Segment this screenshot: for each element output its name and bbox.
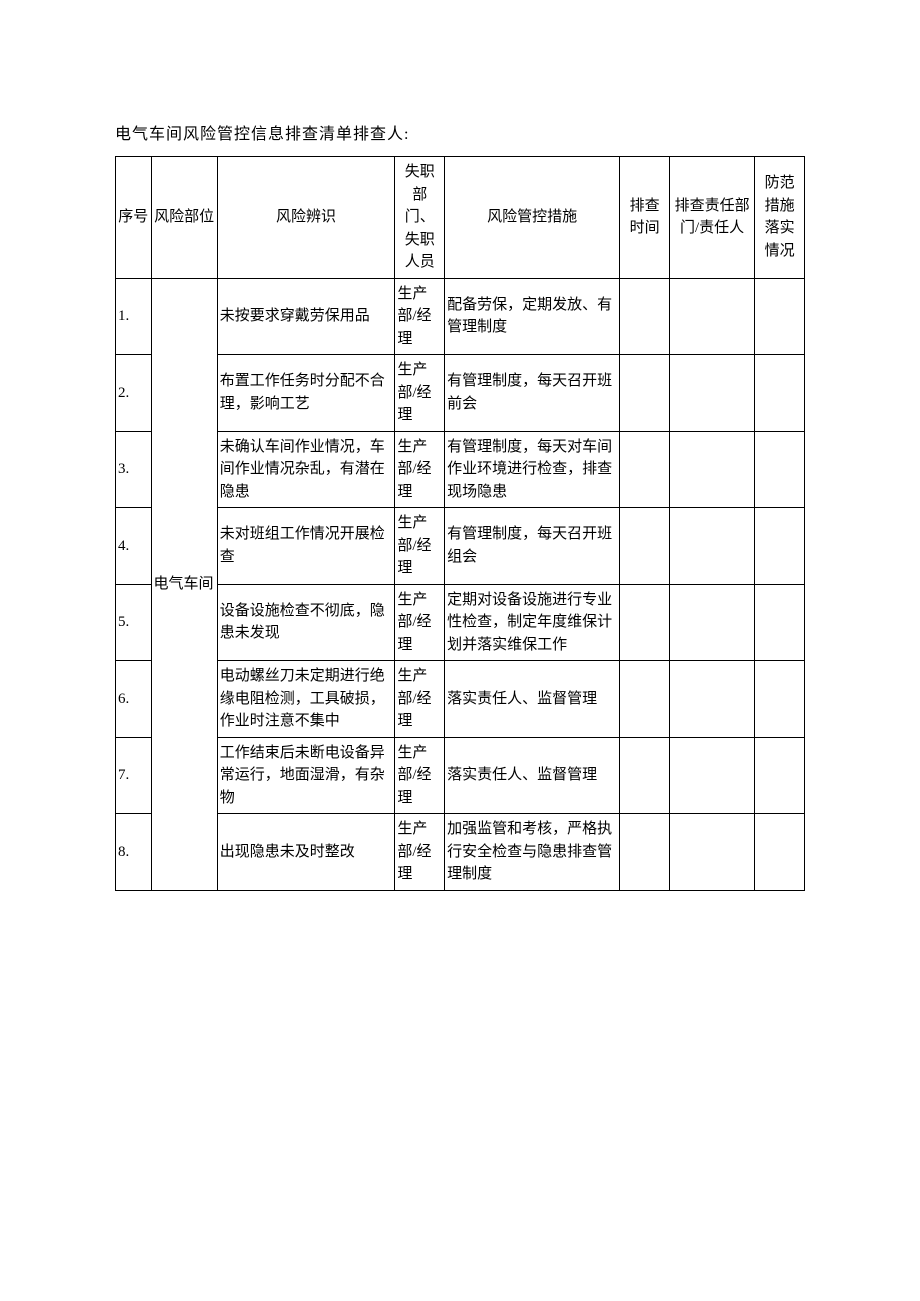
cell-status xyxy=(755,737,805,814)
cell-status xyxy=(755,814,805,891)
cell-resp xyxy=(669,814,754,891)
table-body: 1. 电气车间 未按要求穿戴劳保用品 生产部/经理 配备劳保，定期发放、有管理制… xyxy=(116,278,805,890)
cell-resp xyxy=(669,355,754,432)
header-measure: 风险管控措施 xyxy=(445,157,620,279)
table-header-row: 序号 风险部位 风险辨识 失职部门、失职人员 风险管控措施 排查时间 排查责任部… xyxy=(116,157,805,279)
header-status: 防范措施落实情况 xyxy=(755,157,805,279)
table-row: 1. 电气车间 未按要求穿戴劳保用品 生产部/经理 配备劳保，定期发放、有管理制… xyxy=(116,278,805,355)
cell-seq: 7. xyxy=(116,737,152,814)
cell-risk: 未对班组工作情况开展检查 xyxy=(217,508,395,585)
cell-status xyxy=(755,278,805,355)
cell-resp xyxy=(669,278,754,355)
table-row: 6. 电动螺丝刀未定期进行绝缘电阻检测，工具破损，作业时注意不集中 生产部/经理… xyxy=(116,661,805,738)
cell-dept: 生产部/经理 xyxy=(395,431,445,508)
table-row: 3. 未确认车间作业情况，车间作业情况杂乱，有潜在隐患 生产部/经理 有管理制度… xyxy=(116,431,805,508)
cell-measure: 加强监管和考核，严格执行安全检查与隐患排查管理制度 xyxy=(445,814,620,891)
cell-time xyxy=(620,278,670,355)
table-row: 8. 出现隐患未及时整改 生产部/经理 加强监管和考核，严格执行安全检查与隐患排… xyxy=(116,814,805,891)
cell-resp xyxy=(669,661,754,738)
table-row: 7. 工作结束后未断电设备异常运行，地面湿滑，有杂物 生产部/经理 落实责任人、… xyxy=(116,737,805,814)
cell-status xyxy=(755,584,805,661)
cell-time xyxy=(620,661,670,738)
table-row: 2. 布置工作任务时分配不合理，影响工艺 生产部/经理 有管理制度，每天召开班前… xyxy=(116,355,805,432)
cell-measure: 配备劳保，定期发放、有管理制度 xyxy=(445,278,620,355)
cell-risk: 出现隐患未及时整改 xyxy=(217,814,395,891)
cell-status xyxy=(755,355,805,432)
cell-dept: 生产部/经理 xyxy=(395,737,445,814)
cell-status xyxy=(755,431,805,508)
cell-dept: 生产部/经理 xyxy=(395,814,445,891)
cell-measure: 落实责任人、监督管理 xyxy=(445,737,620,814)
cell-risk: 未按要求穿戴劳保用品 xyxy=(217,278,395,355)
cell-risk: 布置工作任务时分配不合理，影响工艺 xyxy=(217,355,395,432)
cell-status xyxy=(755,661,805,738)
cell-seq: 3. xyxy=(116,431,152,508)
header-risk: 风险辨识 xyxy=(217,157,395,279)
cell-time xyxy=(620,508,670,585)
cell-measure: 定期对设备设施进行专业性检查，制定年度维保计划并落实维保工作 xyxy=(445,584,620,661)
cell-seq: 4. xyxy=(116,508,152,585)
header-seq: 序号 xyxy=(116,157,152,279)
cell-dept: 生产部/经理 xyxy=(395,508,445,585)
cell-resp xyxy=(669,737,754,814)
cell-time xyxy=(620,737,670,814)
cell-risk: 设备设施检查不彻底，隐患未发现 xyxy=(217,584,395,661)
header-dept: 失职部门、失职人员 xyxy=(395,157,445,279)
cell-risk: 电动螺丝刀未定期进行绝缘电阻检测，工具破损，作业时注意不集中 xyxy=(217,661,395,738)
table-row: 4. 未对班组工作情况开展检查 生产部/经理 有管理制度，每天召开班组会 xyxy=(116,508,805,585)
header-resp: 排查责任部门/责任人 xyxy=(669,157,754,279)
cell-resp xyxy=(669,508,754,585)
cell-time xyxy=(620,355,670,432)
document-title: 电气车间风险管控信息排查清单排查人: xyxy=(115,120,805,144)
cell-risk: 未确认车间作业情况，车间作业情况杂乱，有潜在隐患 xyxy=(217,431,395,508)
cell-measure: 有管理制度，每天召开班组会 xyxy=(445,508,620,585)
cell-time xyxy=(620,431,670,508)
cell-seq: 6. xyxy=(116,661,152,738)
header-part: 风险部位 xyxy=(151,157,217,279)
cell-measure: 落实责任人、监督管理 xyxy=(445,661,620,738)
cell-dept: 生产部/经理 xyxy=(395,278,445,355)
cell-resp xyxy=(669,431,754,508)
cell-status xyxy=(755,508,805,585)
cell-time xyxy=(620,814,670,891)
cell-resp xyxy=(669,584,754,661)
cell-dept: 生产部/经理 xyxy=(395,355,445,432)
table-row: 5. 设备设施检查不彻底，隐患未发现 生产部/经理 定期对设备设施进行专业性检查… xyxy=(116,584,805,661)
cell-seq: 8. xyxy=(116,814,152,891)
cell-risk: 工作结束后未断电设备异常运行，地面湿滑，有杂物 xyxy=(217,737,395,814)
cell-seq: 1. xyxy=(116,278,152,355)
header-time: 排查时间 xyxy=(620,157,670,279)
cell-measure: 有管理制度，每天召开班前会 xyxy=(445,355,620,432)
risk-table: 序号 风险部位 风险辨识 失职部门、失职人员 风险管控措施 排查时间 排查责任部… xyxy=(115,156,805,891)
cell-dept: 生产部/经理 xyxy=(395,661,445,738)
cell-dept: 生产部/经理 xyxy=(395,584,445,661)
cell-time xyxy=(620,584,670,661)
cell-seq: 2. xyxy=(116,355,152,432)
cell-measure: 有管理制度，每天对车间作业环境进行检查，排查现场隐患 xyxy=(445,431,620,508)
cell-risk-part: 电气车间 xyxy=(151,278,217,890)
cell-seq: 5. xyxy=(116,584,152,661)
